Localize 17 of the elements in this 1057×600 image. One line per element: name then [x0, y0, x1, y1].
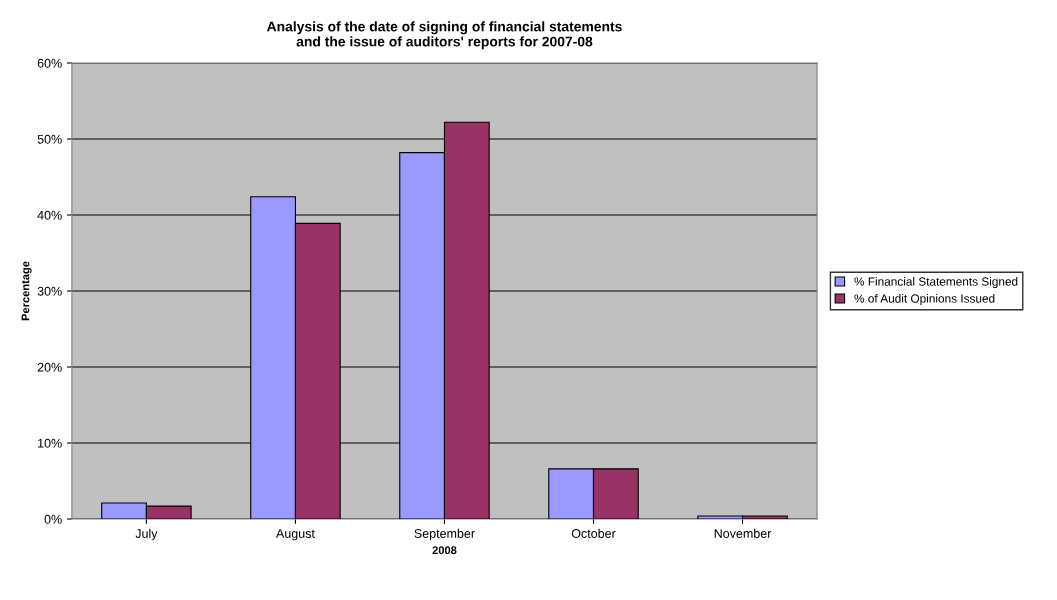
x-tick-label: August: [276, 529, 315, 541]
y-tick-label: 20%: [37, 362, 62, 372]
x-tick-label: July: [135, 528, 158, 541]
y-tick-label: 50%: [37, 134, 62, 144]
y-tick-label: 10%: [38, 438, 62, 448]
x-tick-label: November: [714, 528, 772, 538]
y-tick-label: 40%: [37, 210, 62, 220]
y-axis-title: Percentage: [21, 261, 32, 321]
y-tick-label: 0%: [44, 514, 62, 524]
legend-label: % Financial Statements Signed: [854, 277, 1018, 289]
x-tick-label: September: [414, 528, 475, 541]
y-tick-label: 60%: [37, 58, 62, 68]
chart-title: Analysis of the date of signing of financial statements and the issue of auditors' reports for 2007-08: [266, 21, 622, 50]
legend-label: % of Audit Opinions Issued: [854, 294, 995, 306]
y-tick-label: 30%: [37, 286, 62, 296]
x-tick-label: October: [571, 528, 616, 538]
x-axis-title: 2008: [432, 546, 457, 555]
